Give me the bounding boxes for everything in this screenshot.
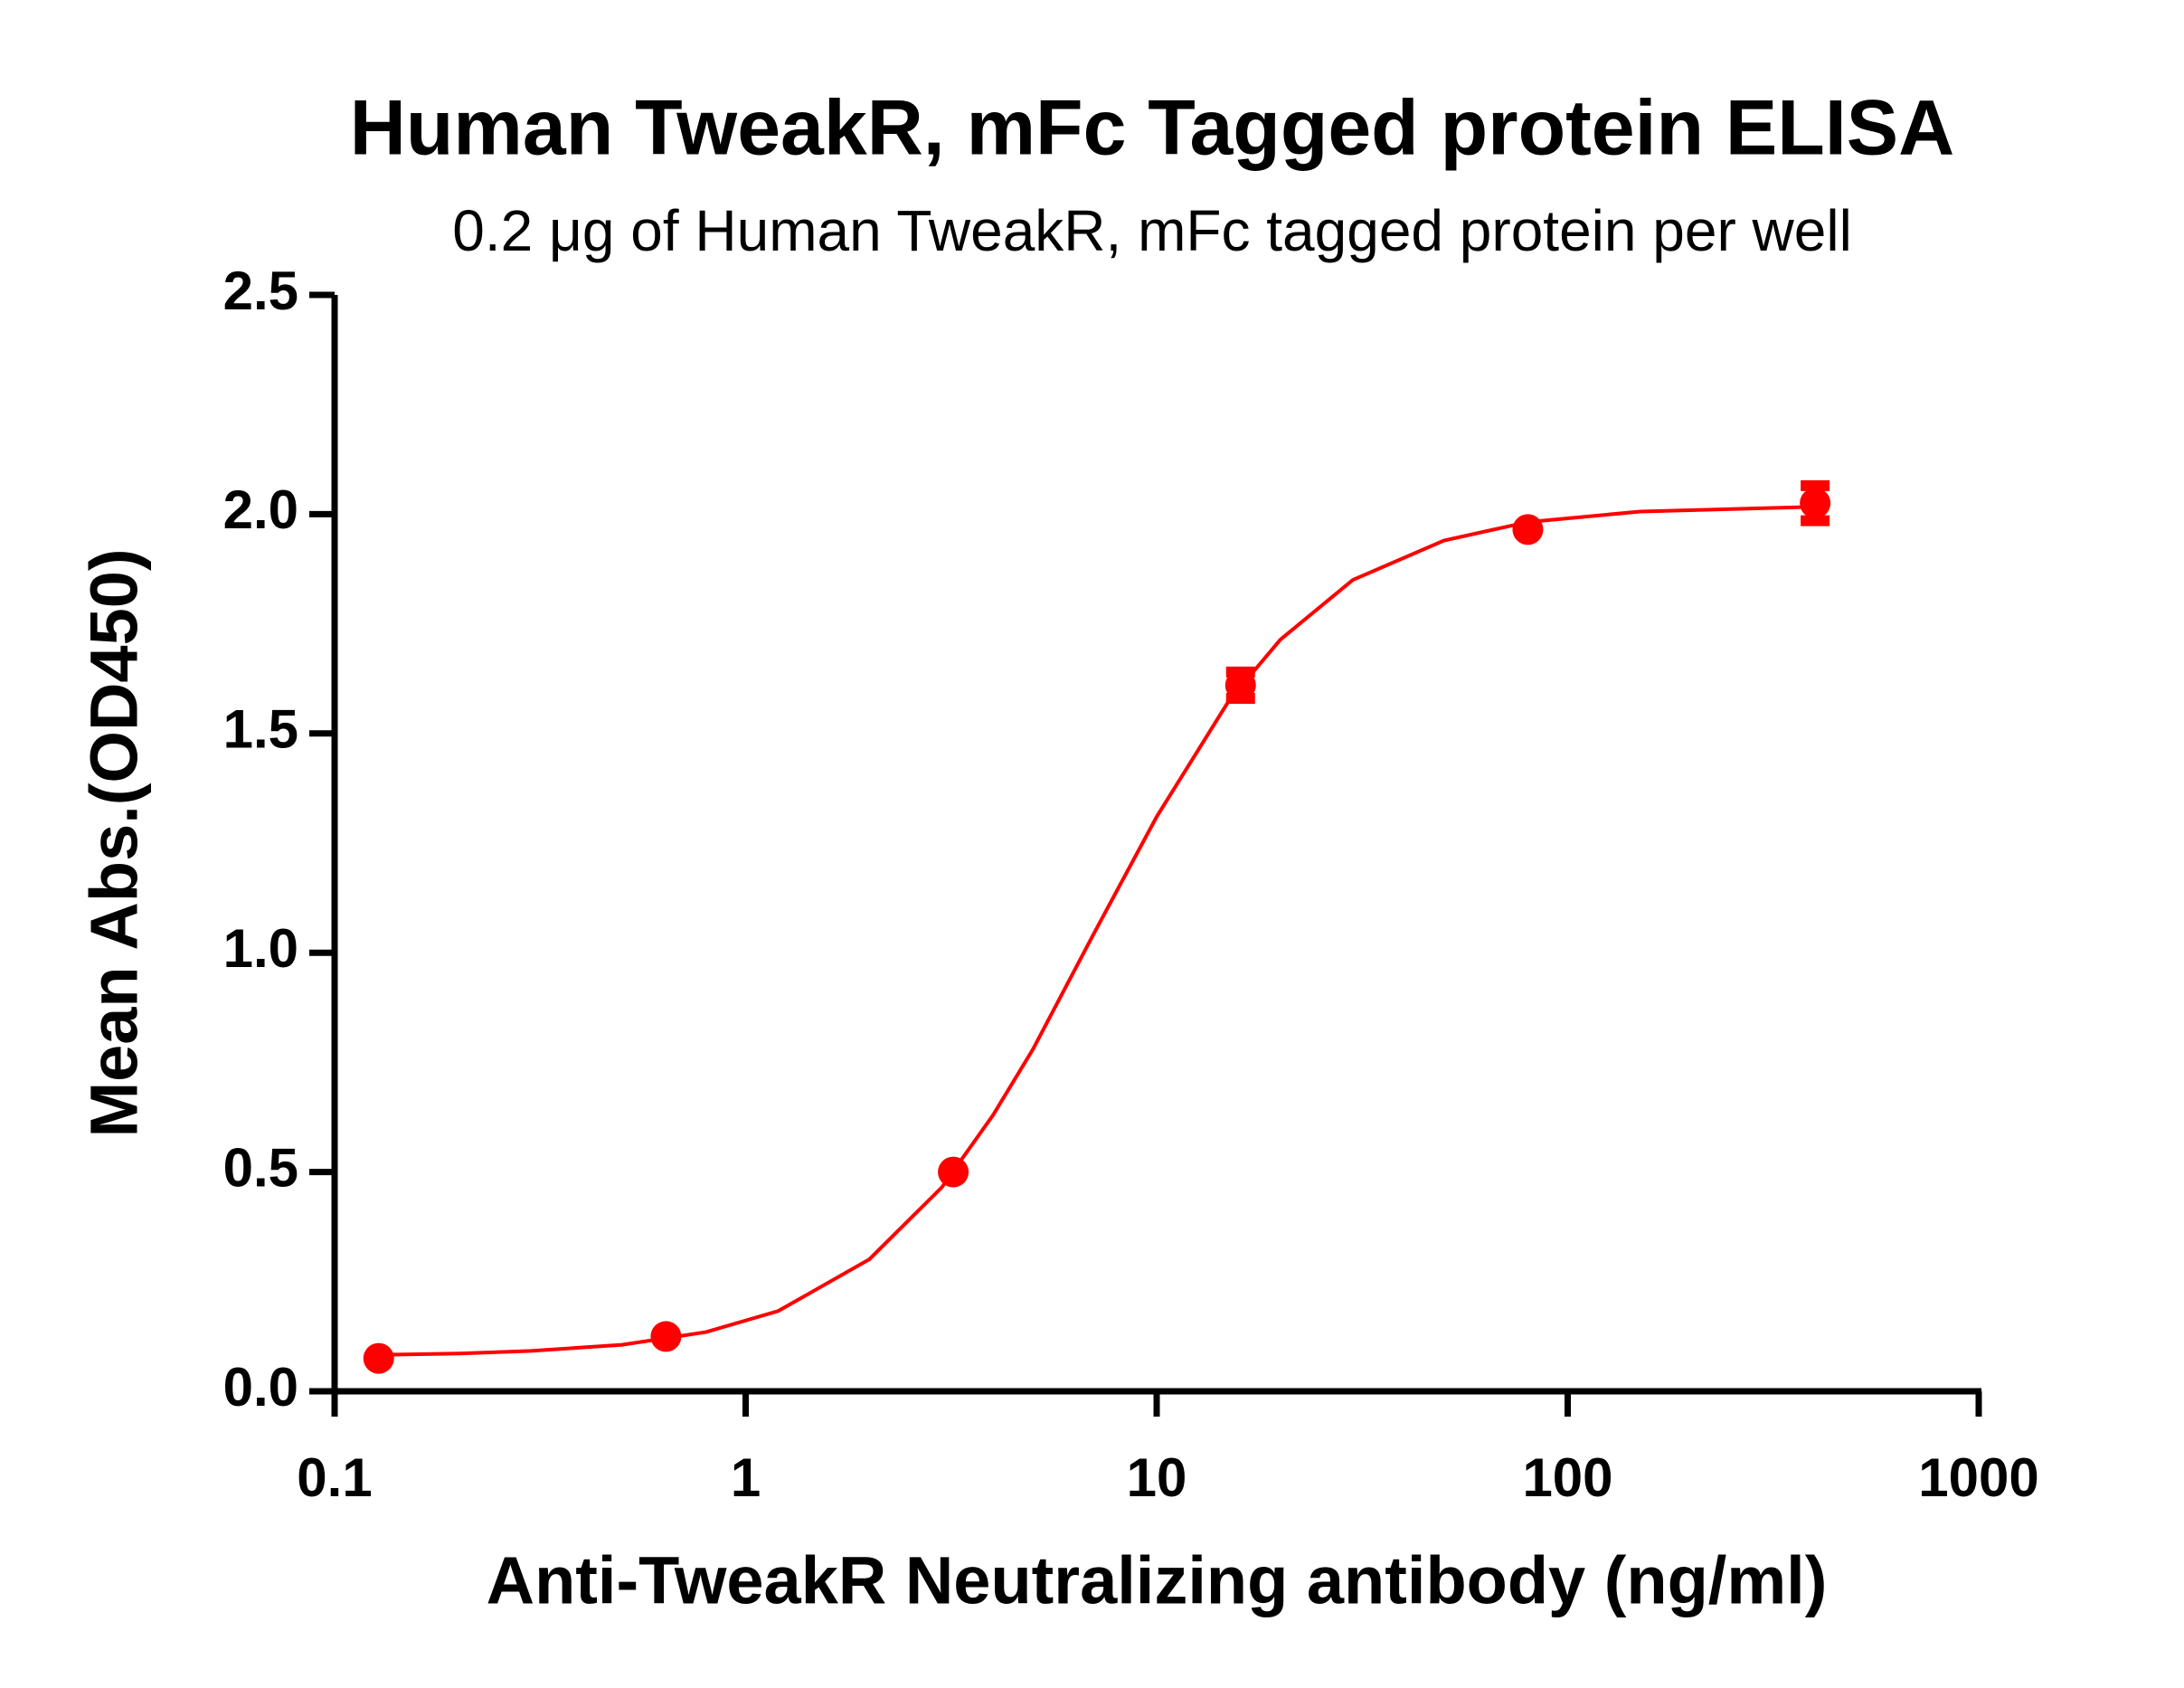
y-tick-label: 1.5 <box>223 699 298 760</box>
chart-title: Human TweakR, mFc Tagged protein ELISA <box>350 85 1954 172</box>
y-tick-label: 0.0 <box>223 1357 298 1418</box>
x-axis-label: Anti-TweakR Neutralizing antibody (ng/ml… <box>487 1543 1828 1618</box>
y-tick-label: 1.0 <box>223 918 298 979</box>
x-tick-label: 10 <box>1127 1447 1187 1508</box>
data-point <box>650 1321 682 1352</box>
data-point <box>938 1156 969 1188</box>
data-point <box>363 1342 394 1374</box>
fit-curve <box>378 505 1816 1357</box>
x-tick-label: 100 <box>1522 1447 1612 1508</box>
y-tick-label: 0.5 <box>223 1137 298 1198</box>
y-axis-label: Mean Abs.(OD450) <box>77 548 152 1137</box>
data-point <box>1800 488 1831 519</box>
chart-subtitle: 0.2 μg of Human TweakR, mFc tagged prote… <box>452 198 1852 263</box>
y-tick-label: 2.0 <box>223 479 298 540</box>
x-tick-label: 0.1 <box>297 1447 372 1508</box>
data-point <box>1512 514 1544 545</box>
x-tick-label: 1000 <box>1918 1447 2038 1508</box>
data-point <box>1224 669 1256 701</box>
y-tick-label: 2.5 <box>223 261 298 321</box>
x-tick-label: 1 <box>731 1447 761 1508</box>
